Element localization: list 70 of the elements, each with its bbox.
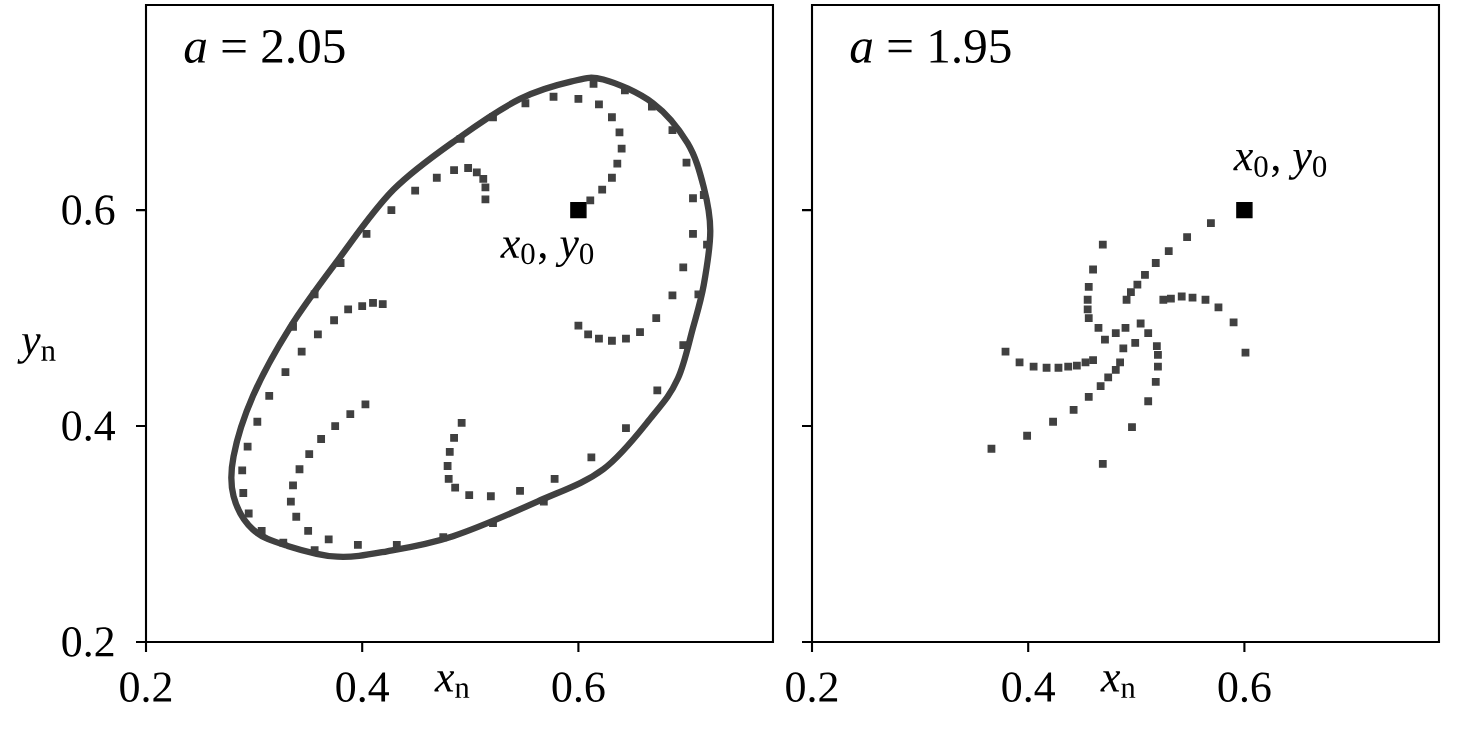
point [1101,335,1109,344]
x-axis-title: x$_{n}$ [434,671,470,698]
point [1084,282,1093,291]
point [1083,305,1092,314]
point [1126,288,1135,297]
chart-title: a = 2.05 [184,29,345,64]
point [1042,363,1051,372]
point [1083,295,1092,304]
point [1084,314,1093,322]
point [1131,339,1140,347]
y-tick-label: 0.2 [62,627,114,657]
chart-title: a = 1.95 [850,29,1011,64]
point [1206,219,1215,227]
y-tick-label: 0.4 [62,411,115,441]
y-axis-title: y$_{n}$ [17,334,56,364]
point [1098,240,1107,249]
point [1023,431,1032,440]
point [1098,459,1107,468]
point [1177,292,1186,301]
point [1136,319,1145,328]
point [1064,362,1073,371]
point [1166,294,1175,303]
point [1133,280,1142,289]
point [1015,358,1024,367]
x-tick-label: 0.6 [552,672,605,703]
point [1111,329,1120,338]
point [1151,259,1160,267]
point [1241,348,1250,357]
point [1096,382,1105,391]
x-tick-label: 0.2 [120,672,172,703]
point [1128,423,1136,432]
point [1229,318,1238,327]
point [1069,405,1078,414]
point [1151,377,1160,386]
point [1084,392,1093,401]
annotation: x$_{0}$, y$_{0}$ [1233,150,1327,180]
point [1049,417,1057,426]
point [1164,247,1173,256]
point [1081,358,1090,367]
point [1183,233,1192,242]
point [1089,265,1097,274]
annotation: x$_{0}$, y$_{0}$ [500,237,594,268]
point [1104,373,1113,382]
point [1159,295,1168,304]
point [1121,323,1130,332]
point [1072,361,1081,370]
x-tick-label: 0.6 [1218,672,1271,703]
point [1214,303,1223,312]
x-tick-label: 0.4 [336,672,389,703]
point [1141,271,1149,279]
point [1089,356,1097,365]
point [1054,363,1063,372]
point [1122,295,1131,304]
y-tick-label: 0.6 [62,195,115,226]
x-tick-label: 0.2 [786,672,838,703]
point [1154,362,1162,371]
point [1236,201,1253,219]
point [987,444,996,453]
point [1094,323,1103,332]
point [1201,295,1210,304]
point [1111,366,1120,374]
point [1116,358,1124,367]
x-tick-label: 0.4 [1002,672,1055,703]
point [1119,344,1128,353]
point [1144,329,1153,338]
point [1144,397,1153,406]
x-axis-title: x$_{n}$ [1100,671,1136,698]
point [1152,342,1161,351]
point [1029,362,1038,371]
point [1154,350,1162,359]
